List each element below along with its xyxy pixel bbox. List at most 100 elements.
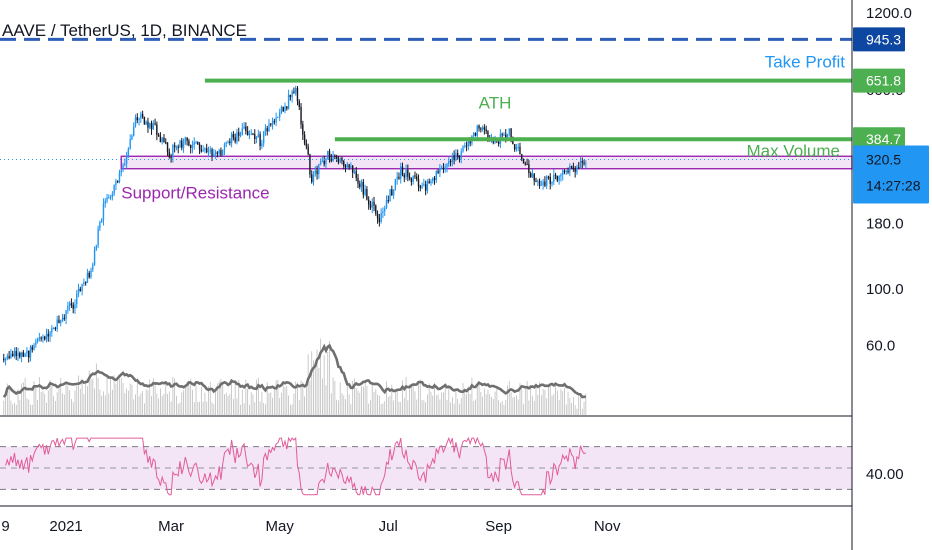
volume-bar bbox=[572, 397, 574, 415]
candle-body bbox=[150, 123, 153, 130]
volume-bar bbox=[83, 394, 85, 415]
candle-body bbox=[291, 91, 293, 98]
candle-body bbox=[141, 114, 144, 117]
volume-bar bbox=[209, 381, 211, 415]
volume-bar bbox=[127, 390, 129, 415]
candle-body bbox=[92, 264, 94, 270]
candle-body bbox=[125, 155, 128, 164]
tag-take-profit-bg bbox=[853, 27, 905, 52]
candle-body bbox=[118, 172, 121, 182]
volume-bar bbox=[437, 394, 439, 415]
candle-body bbox=[503, 134, 505, 136]
candle-body bbox=[446, 164, 448, 168]
volume-bar bbox=[585, 393, 587, 415]
candle-body bbox=[8, 356, 10, 359]
candle-body bbox=[214, 152, 217, 155]
candles-layer bbox=[3, 85, 587, 366]
candle-body bbox=[456, 153, 459, 156]
candle-body bbox=[526, 164, 528, 166]
candle-body bbox=[222, 149, 224, 156]
candle-body bbox=[234, 137, 236, 142]
volume-bar bbox=[553, 394, 555, 415]
volume-bar bbox=[72, 402, 74, 415]
volume-bar bbox=[507, 385, 508, 415]
volume-bar bbox=[62, 393, 63, 415]
candle-body bbox=[154, 123, 156, 125]
time-tick-label: Jul bbox=[379, 518, 398, 535]
volume-bar bbox=[530, 385, 532, 415]
volume-bar bbox=[581, 408, 583, 415]
time-tick-label: May bbox=[266, 518, 295, 535]
candle-body bbox=[189, 145, 192, 148]
candle-body bbox=[58, 319, 60, 324]
candle-body bbox=[483, 127, 486, 130]
candle-body bbox=[213, 154, 215, 156]
volume-bar bbox=[432, 395, 434, 415]
tag-countdown-text: 14:27:28 bbox=[866, 178, 921, 194]
candle-body bbox=[391, 189, 393, 196]
candle-body bbox=[384, 208, 386, 212]
volume-bar bbox=[574, 405, 576, 415]
candle-body bbox=[175, 146, 178, 148]
candle-body bbox=[360, 181, 363, 187]
candle-body bbox=[359, 183, 361, 187]
volume-bar bbox=[398, 401, 400, 415]
volume-bar bbox=[272, 397, 273, 415]
candle-body bbox=[140, 114, 142, 119]
volume-bar bbox=[483, 388, 485, 415]
volume-bar bbox=[323, 355, 325, 415]
volume-bar bbox=[28, 399, 30, 415]
volume-bar bbox=[407, 400, 409, 415]
candle-body bbox=[35, 341, 37, 345]
candle-body bbox=[136, 117, 138, 121]
candle-body bbox=[553, 174, 555, 183]
candle-body bbox=[163, 137, 165, 143]
candle-body bbox=[90, 269, 92, 278]
volume-bar bbox=[257, 377, 259, 415]
volume-bar bbox=[425, 402, 427, 415]
ath-label: ATH bbox=[479, 94, 512, 113]
volume-bar bbox=[444, 383, 446, 415]
volume-bar bbox=[266, 382, 268, 415]
volume-bar bbox=[366, 385, 368, 415]
volume-bar bbox=[362, 386, 364, 415]
candle-body bbox=[476, 125, 478, 136]
candle-body bbox=[407, 169, 409, 177]
max-volume-label: Max Volume bbox=[746, 142, 840, 161]
candle-body bbox=[562, 170, 564, 175]
volume-bar bbox=[460, 398, 462, 415]
volume-bar bbox=[297, 382, 298, 415]
volume-bar bbox=[104, 395, 106, 415]
volume-bar bbox=[51, 386, 53, 415]
volume-bar bbox=[364, 381, 366, 415]
volume-bar bbox=[535, 383, 537, 415]
candle-body bbox=[270, 123, 272, 125]
rsi-line bbox=[5, 436, 587, 496]
volume-bar bbox=[110, 378, 111, 415]
candle-body bbox=[51, 328, 53, 333]
volume-bar bbox=[33, 381, 35, 415]
candle-body bbox=[319, 161, 322, 164]
volume-bar bbox=[402, 380, 403, 415]
annotations-layer: AAVE / TetherUS, 1D, BINANCE Take Profit A… bbox=[2, 21, 845, 203]
candle-body bbox=[556, 176, 559, 181]
volume-bar bbox=[147, 390, 149, 415]
volume-bar bbox=[38, 377, 40, 415]
candle-body bbox=[439, 167, 441, 173]
candle-body bbox=[419, 186, 421, 188]
volume-bar bbox=[119, 378, 120, 415]
take-profit-label: Take Profit bbox=[765, 52, 846, 71]
candle-body bbox=[182, 143, 185, 148]
candle-body bbox=[519, 146, 521, 155]
candle-body bbox=[394, 179, 397, 190]
volume-layer bbox=[2, 338, 587, 415]
candle-body bbox=[170, 157, 172, 159]
volume-bar bbox=[215, 390, 216, 415]
candle-body bbox=[305, 143, 308, 147]
candle-body bbox=[33, 344, 35, 350]
volume-bar bbox=[160, 388, 161, 415]
candle-body bbox=[529, 173, 532, 178]
candle-body bbox=[362, 181, 365, 195]
volume-bar bbox=[167, 393, 168, 415]
